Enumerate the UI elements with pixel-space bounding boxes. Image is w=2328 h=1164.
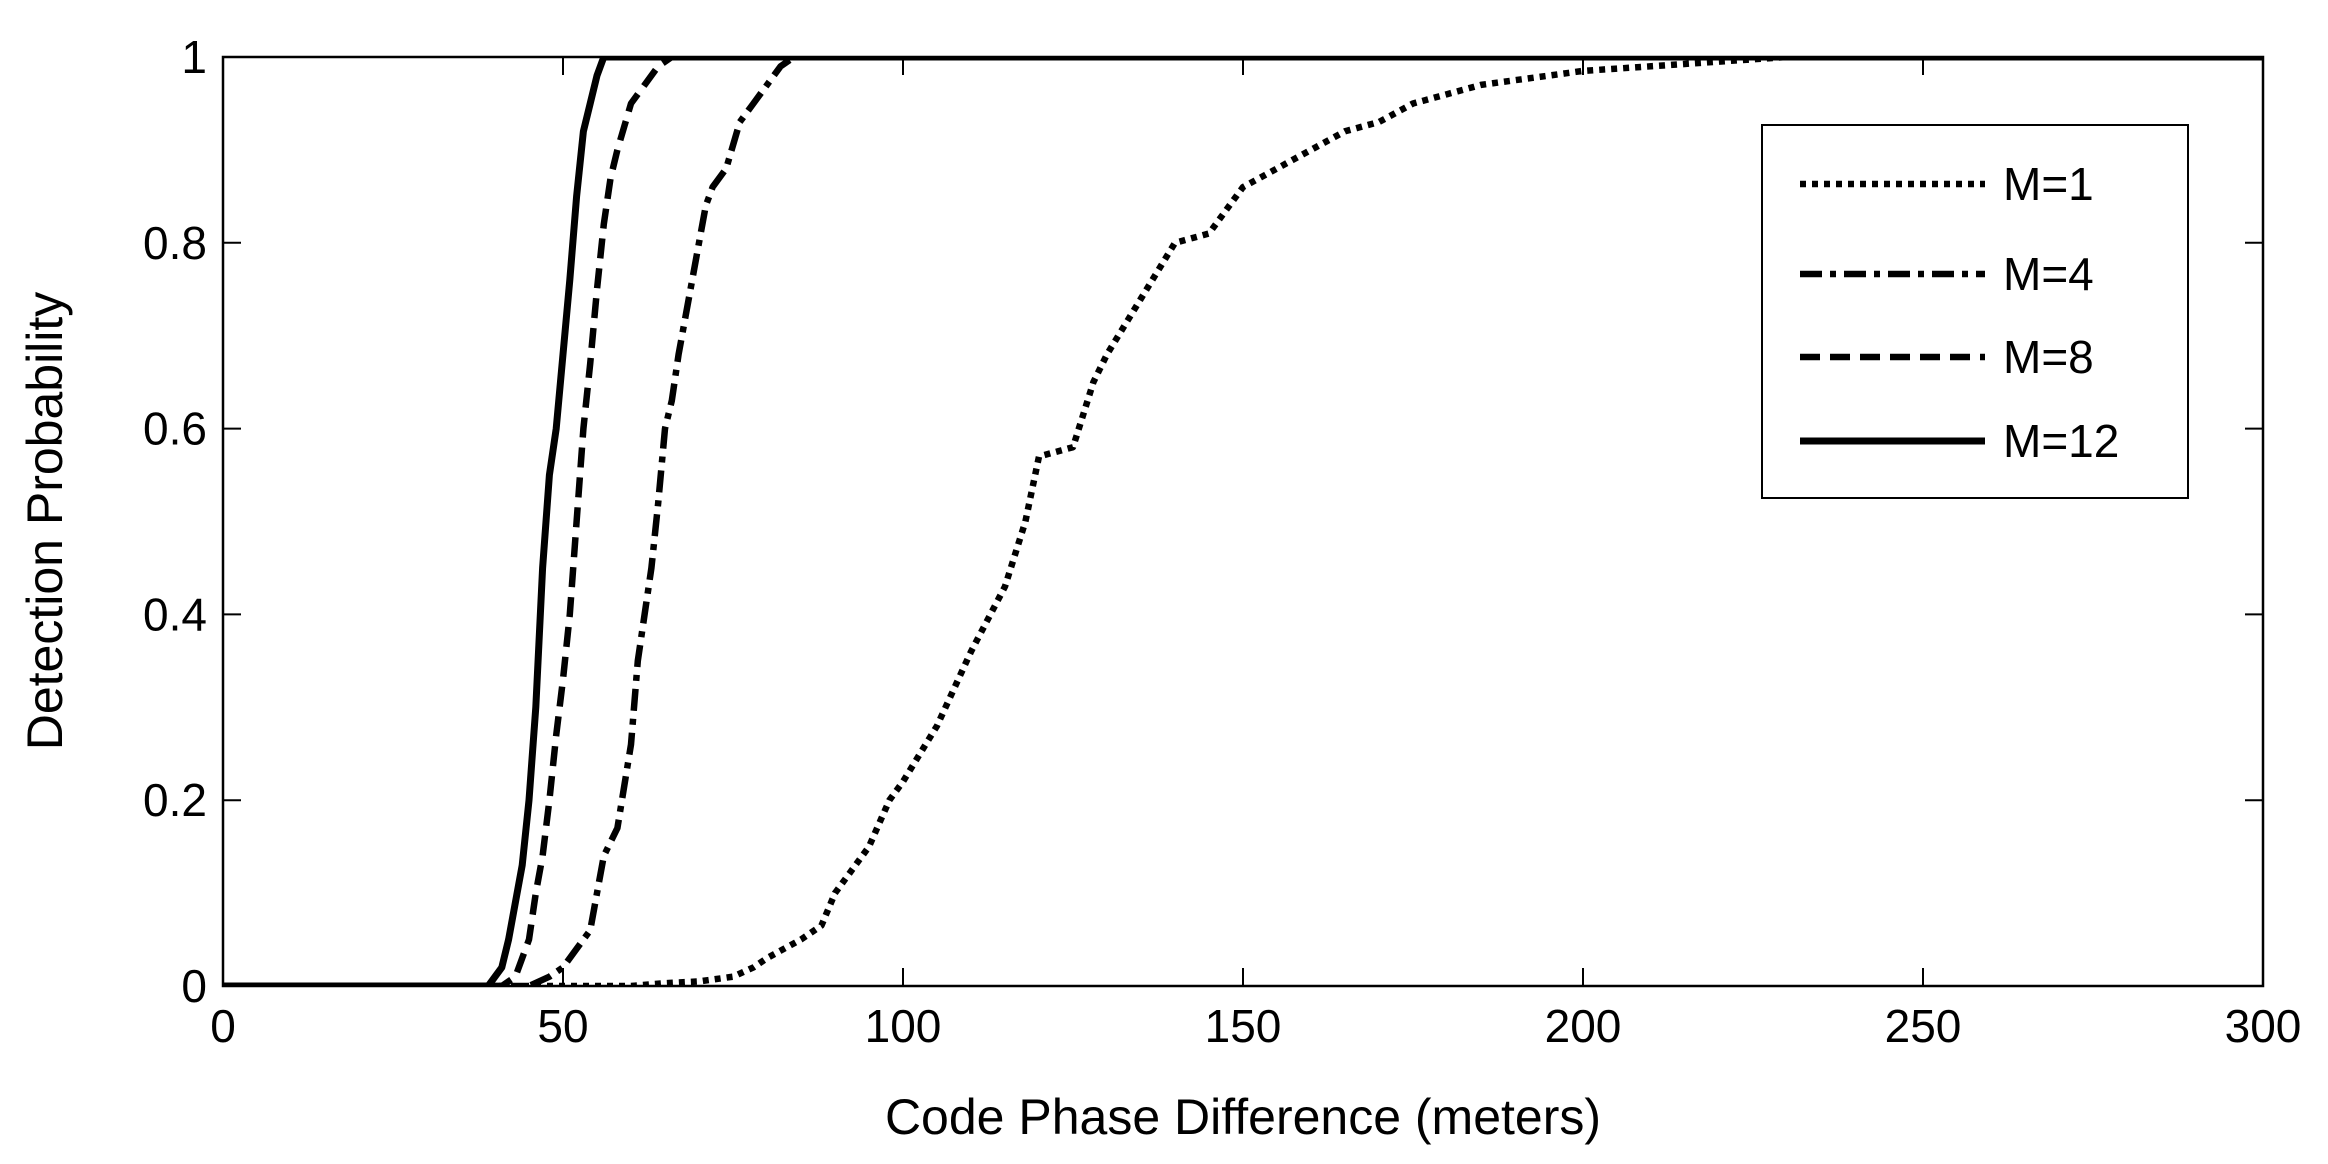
y-tick-label: 0.6 bbox=[143, 403, 207, 455]
x-tick-label: 0 bbox=[210, 1000, 236, 1052]
x-tick-label: 100 bbox=[865, 1000, 942, 1052]
series-line-m4 bbox=[223, 57, 2263, 986]
x-tick-label: 150 bbox=[1205, 1000, 1282, 1052]
series-layer bbox=[223, 57, 2263, 986]
x-tick-label: 50 bbox=[537, 1000, 588, 1052]
legend-label: M=4 bbox=[2003, 248, 2094, 300]
series-line-m12 bbox=[223, 57, 2263, 986]
legend: M=1 M=4 M=8 M=12 bbox=[1761, 124, 2189, 499]
y-axis-label: Detection Probability bbox=[17, 292, 73, 751]
y-tick-label: 1 bbox=[181, 31, 207, 83]
legend-label: M=8 bbox=[2003, 331, 2094, 383]
x-axis-label: Code Phase Difference (meters) bbox=[885, 1089, 1601, 1145]
legend-items: M=1 M=4 M=8 M=12 bbox=[1800, 158, 2119, 467]
y-tick-label: 0 bbox=[181, 960, 207, 1012]
legend-label: M=1 bbox=[2003, 158, 2094, 210]
y-tick-label: 0.8 bbox=[143, 217, 207, 269]
legend-box bbox=[1761, 124, 2189, 499]
series-line-m8 bbox=[223, 57, 2263, 986]
x-tick-label: 300 bbox=[2225, 1000, 2302, 1052]
y-tick-label: 0.2 bbox=[143, 774, 207, 826]
x-tick-label: 200 bbox=[1545, 1000, 1622, 1052]
ticks-layer: 0 50 100 150 200 250 300 0 0.2 0.4 0.6 0.8 1 bbox=[143, 31, 2301, 1052]
y-tick-label: 0.4 bbox=[143, 588, 207, 640]
x-tick-label: 250 bbox=[1885, 1000, 1962, 1052]
legend-label: M=12 bbox=[2003, 415, 2119, 467]
